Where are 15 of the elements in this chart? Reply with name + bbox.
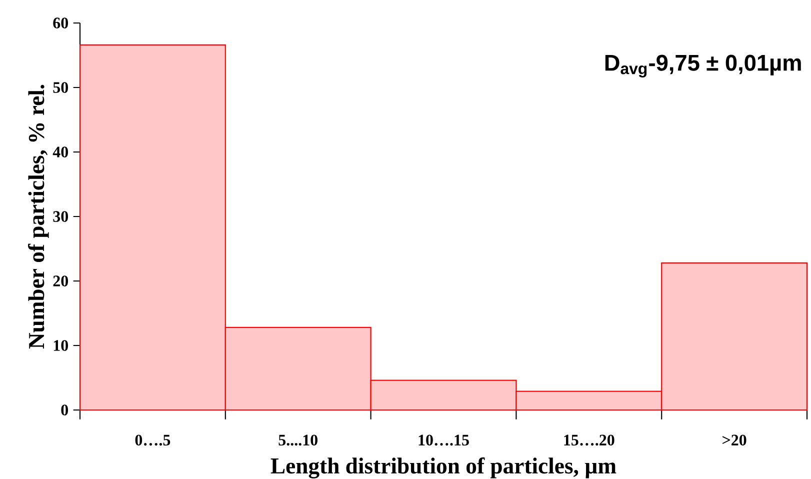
y-tick-label: 20 bbox=[53, 276, 68, 286]
x-tick-label: 5....10 bbox=[278, 434, 318, 446]
x-axis-title: Length distribution of particles, µm bbox=[270, 457, 616, 478]
y-tick-label: 30 bbox=[53, 211, 68, 222]
x-tick-label: >20 bbox=[722, 434, 746, 446]
y-tick-label: 10 bbox=[54, 340, 68, 351]
x-tick-label: 15….20 bbox=[564, 434, 614, 446]
y-tick-label: 50 bbox=[53, 82, 68, 93]
annotation: D$_{avg}$-9,75 ± 0,01µm bbox=[605, 54, 801, 78]
y-tick-label: 40 bbox=[52, 146, 68, 158]
y-axis-title: Number of particles, % rel. bbox=[28, 84, 49, 349]
y-tick-label: 0 bbox=[61, 404, 68, 416]
x-tick-label: 10….15 bbox=[418, 434, 469, 446]
x-tick-label: 0….5 bbox=[135, 434, 170, 446]
y-tick-label: 60 bbox=[53, 18, 68, 28]
